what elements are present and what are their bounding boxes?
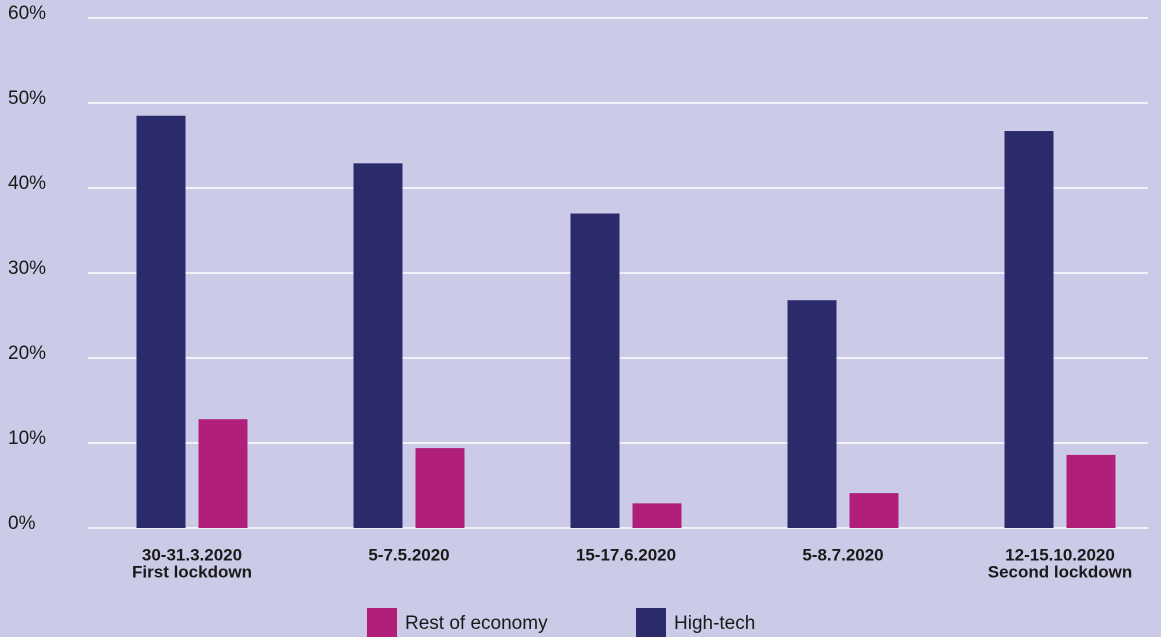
- bar: [353, 163, 403, 528]
- bar: [570, 213, 620, 528]
- y-tick-label: 0%: [8, 513, 36, 534]
- legend-label: Rest of economy: [405, 613, 548, 634]
- x-tick-label: 5-7.5.2020: [368, 545, 449, 564]
- bar: [849, 493, 899, 528]
- y-tick-label: 60%: [8, 3, 46, 24]
- x-tick-label: Second lockdown: [988, 562, 1133, 581]
- bar: [1066, 454, 1116, 528]
- bar: [1004, 131, 1054, 529]
- x-tick-label: First lockdown: [132, 562, 252, 581]
- y-tick-label: 10%: [8, 428, 46, 449]
- y-tick-label: 30%: [8, 258, 46, 279]
- x-tick-label: 15-17.6.2020: [576, 545, 676, 564]
- x-tick-label: 5-8.7.2020: [802, 545, 883, 564]
- bar: [415, 448, 465, 528]
- legend-swatch: [367, 608, 397, 637]
- y-tick-label: 40%: [8, 173, 46, 194]
- x-tick-label: 30-31.3.2020: [142, 545, 242, 564]
- x-tick-label: 12-15.10.2020: [1005, 545, 1115, 564]
- y-tick-label: 50%: [8, 88, 46, 109]
- bar: [632, 503, 682, 528]
- bar: [136, 115, 186, 528]
- bar: [198, 419, 248, 528]
- y-tick-label: 20%: [8, 343, 46, 364]
- legend-swatch: [636, 608, 666, 637]
- bar: [787, 300, 837, 528]
- legend-label: High-tech: [674, 613, 755, 634]
